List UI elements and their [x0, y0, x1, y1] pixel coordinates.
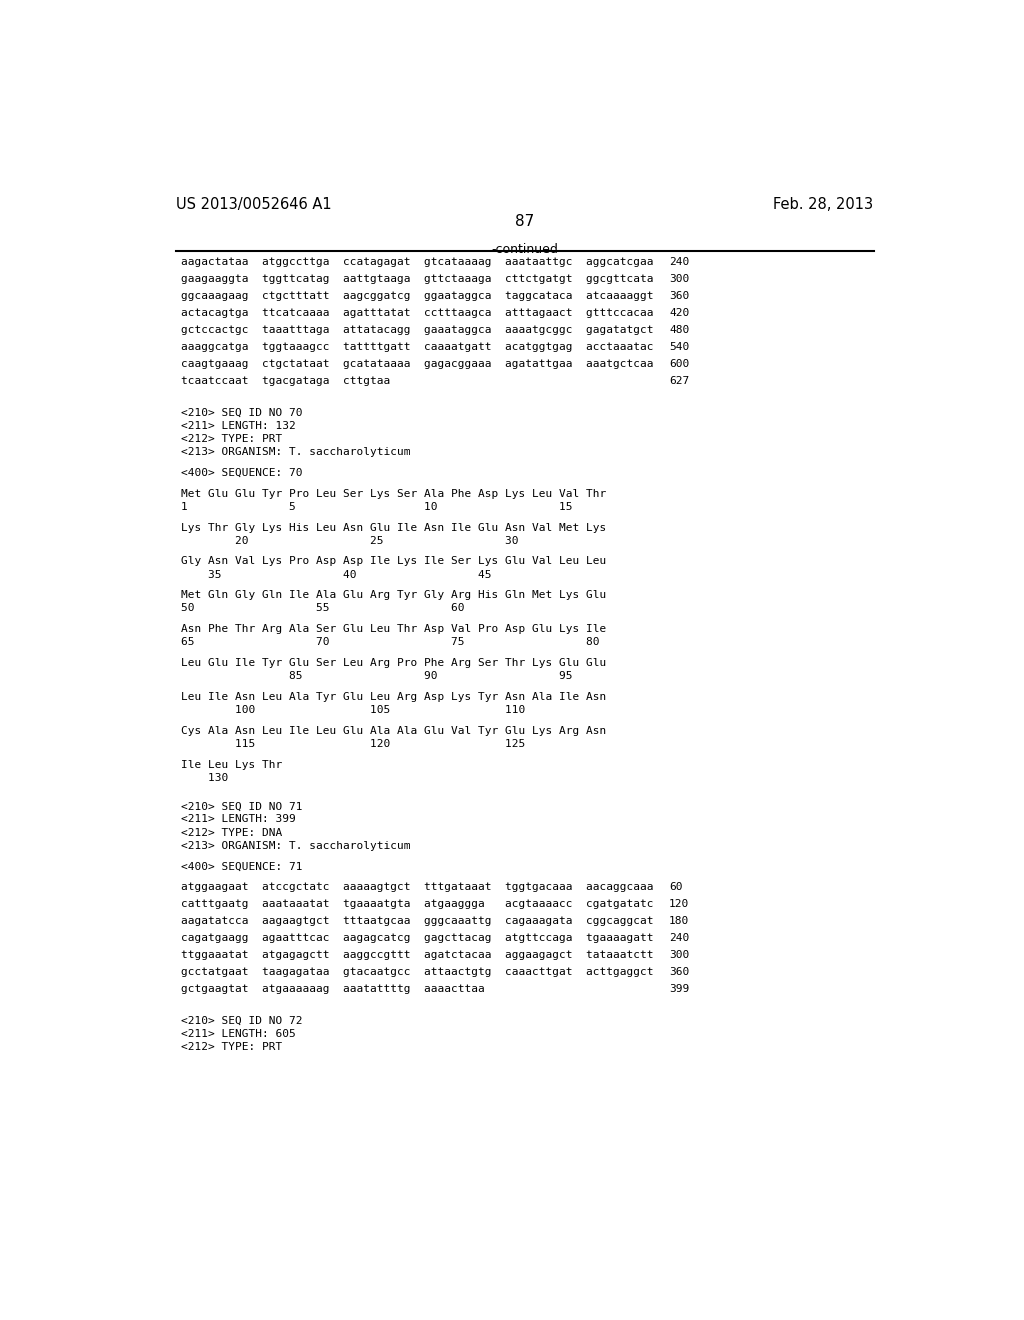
Text: caagtgaaag  ctgctataat  gcatataaaa  gagacggaaa  agatattgaa  aaatgctcaa: caagtgaaag ctgctataat gcatataaaa gagacgg… — [180, 359, 653, 368]
Text: US 2013/0052646 A1: US 2013/0052646 A1 — [176, 197, 332, 213]
Text: gctgaagtat  atgaaaaaag  aaatattttg  aaaacttaa: gctgaagtat atgaaaaaag aaatattttg aaaactt… — [180, 983, 484, 994]
Text: <213> ORGANISM: T. saccharolyticum: <213> ORGANISM: T. saccharolyticum — [180, 447, 411, 457]
Text: 60: 60 — [669, 882, 682, 892]
Text: 50                  55                  60: 50 55 60 — [180, 603, 464, 614]
Text: Feb. 28, 2013: Feb. 28, 2013 — [773, 197, 873, 213]
Text: gctccactgc  taaatttaga  attatacagg  gaaataggca  aaaatgcggc  gagatatgct: gctccactgc taaatttaga attatacagg gaaatag… — [180, 325, 653, 335]
Text: 35                  40                  45: 35 40 45 — [180, 570, 492, 579]
Text: Gly Asn Val Lys Pro Asp Asp Ile Lys Ile Ser Lys Glu Val Leu Leu: Gly Asn Val Lys Pro Asp Asp Ile Lys Ile … — [180, 557, 606, 566]
Text: 300: 300 — [669, 950, 689, 960]
Text: 115                 120                 125: 115 120 125 — [180, 739, 525, 748]
Text: 300: 300 — [669, 275, 689, 284]
Text: <212> TYPE: PRT: <212> TYPE: PRT — [180, 434, 282, 444]
Text: catttgaatg  aaataaatat  tgaaaatgta  atgaaggga   acgtaaaacc  cgatgatatc: catttgaatg aaataaatat tgaaaatgta atgaagg… — [180, 899, 653, 909]
Text: <400> SEQUENCE: 71: <400> SEQUENCE: 71 — [180, 862, 302, 871]
Text: Lys Thr Gly Lys His Leu Asn Glu Ile Asn Ile Glu Asn Val Met Lys: Lys Thr Gly Lys His Leu Asn Glu Ile Asn … — [180, 523, 606, 532]
Text: 240: 240 — [669, 933, 689, 942]
Text: gcctatgaat  taagagataa  gtacaatgcc  attaactgtg  caaacttgat  acttgaggct: gcctatgaat taagagataa gtacaatgcc attaact… — [180, 966, 653, 977]
Text: Leu Ile Asn Leu Ala Tyr Glu Leu Arg Asp Lys Tyr Asn Ala Ile Asn: Leu Ile Asn Leu Ala Tyr Glu Leu Arg Asp … — [180, 692, 606, 702]
Text: gaagaaggta  tggttcatag  aattgtaaga  gttctaaaga  cttctgatgt  ggcgttcata: gaagaaggta tggttcatag aattgtaaga gttctaa… — [180, 275, 653, 284]
Text: 480: 480 — [669, 325, 689, 335]
Text: 360: 360 — [669, 966, 689, 977]
Text: 180: 180 — [669, 916, 689, 927]
Text: 100                 105                 110: 100 105 110 — [180, 705, 525, 715]
Text: <211> LENGTH: 132: <211> LENGTH: 132 — [180, 421, 296, 430]
Text: <212> TYPE: DNA: <212> TYPE: DNA — [180, 828, 282, 837]
Text: 420: 420 — [669, 308, 689, 318]
Text: cagatgaagg  agaatttcac  aagagcatcg  gagcttacag  atgttccaga  tgaaaagatt: cagatgaagg agaatttcac aagagcatcg gagctta… — [180, 933, 653, 942]
Text: <400> SEQUENCE: 70: <400> SEQUENCE: 70 — [180, 469, 302, 478]
Text: 85                  90                  95: 85 90 95 — [180, 671, 572, 681]
Text: <211> LENGTH: 605: <211> LENGTH: 605 — [180, 1030, 296, 1039]
Text: 1               5                   10                  15: 1 5 10 15 — [180, 502, 572, 512]
Text: 65                  70                  75                  80: 65 70 75 80 — [180, 638, 599, 647]
Text: Met Gln Gly Gln Ile Ala Glu Arg Tyr Gly Arg His Gln Met Lys Glu: Met Gln Gly Gln Ile Ala Glu Arg Tyr Gly … — [180, 590, 606, 601]
Text: <210> SEQ ID NO 72: <210> SEQ ID NO 72 — [180, 1016, 302, 1026]
Text: <213> ORGANISM: T. saccharolyticum: <213> ORGANISM: T. saccharolyticum — [180, 841, 411, 850]
Text: tcaatccaat  tgacgataga  cttgtaa: tcaatccaat tgacgataga cttgtaa — [180, 376, 390, 385]
Text: <212> TYPE: PRT: <212> TYPE: PRT — [180, 1043, 282, 1052]
Text: <211> LENGTH: 399: <211> LENGTH: 399 — [180, 814, 296, 825]
Text: Asn Phe Thr Arg Ala Ser Glu Leu Thr Asp Val Pro Asp Glu Lys Ile: Asn Phe Thr Arg Ala Ser Glu Leu Thr Asp … — [180, 624, 606, 634]
Text: Ile Leu Lys Thr: Ile Leu Lys Thr — [180, 760, 282, 770]
Text: Met Glu Glu Tyr Pro Leu Ser Lys Ser Ala Phe Asp Lys Leu Val Thr: Met Glu Glu Tyr Pro Leu Ser Lys Ser Ala … — [180, 488, 606, 499]
Text: <210> SEQ ID NO 70: <210> SEQ ID NO 70 — [180, 408, 302, 418]
Text: aaaggcatga  tggtaaagcc  tattttgatt  caaaatgatt  acatggtgag  acctaaatac: aaaggcatga tggtaaagcc tattttgatt caaaatg… — [180, 342, 653, 351]
Text: 20                  25                  30: 20 25 30 — [180, 536, 518, 545]
Text: -continued: -continued — [492, 243, 558, 256]
Text: ggcaaagaag  ctgctttatt  aagcggatcg  ggaataggca  taggcataca  atcaaaaggt: ggcaaagaag ctgctttatt aagcggatcg ggaatag… — [180, 290, 653, 301]
Text: 627: 627 — [669, 376, 689, 385]
Text: <210> SEQ ID NO 71: <210> SEQ ID NO 71 — [180, 801, 302, 812]
Text: 240: 240 — [669, 257, 689, 267]
Text: Cys Ala Asn Leu Ile Leu Glu Ala Ala Glu Val Tyr Glu Lys Arg Asn: Cys Ala Asn Leu Ile Leu Glu Ala Ala Glu … — [180, 726, 606, 735]
Text: 130: 130 — [180, 774, 228, 783]
Text: 540: 540 — [669, 342, 689, 351]
Text: 600: 600 — [669, 359, 689, 368]
Text: atggaagaat  atccgctatc  aaaaagtgct  tttgataaat  tggtgacaaa  aacaggcaaa: atggaagaat atccgctatc aaaaagtgct tttgata… — [180, 882, 653, 892]
Text: 87: 87 — [515, 214, 535, 228]
Text: aagatatcca  aagaagtgct  tttaatgcaa  gggcaaattg  cagaaagata  cggcaggcat: aagatatcca aagaagtgct tttaatgcaa gggcaaa… — [180, 916, 653, 927]
Text: aagactataa  atggccttga  ccatagagat  gtcataaaag  aaataattgc  aggcatcgaa: aagactataa atggccttga ccatagagat gtcataa… — [180, 257, 653, 267]
Text: Leu Glu Ile Tyr Glu Ser Leu Arg Pro Phe Arg Ser Thr Lys Glu Glu: Leu Glu Ile Tyr Glu Ser Leu Arg Pro Phe … — [180, 659, 606, 668]
Text: 360: 360 — [669, 290, 689, 301]
Text: 399: 399 — [669, 983, 689, 994]
Text: 120: 120 — [669, 899, 689, 909]
Text: actacagtga  ttcatcaaaa  agatttatat  cctttaagca  atttagaact  gtttccacaa: actacagtga ttcatcaaaa agatttatat cctttaa… — [180, 308, 653, 318]
Text: ttggaaatat  atgagagctt  aaggccgttt  agatctacaa  aggaagagct  tataaatctt: ttggaaatat atgagagctt aaggccgttt agatcta… — [180, 950, 653, 960]
